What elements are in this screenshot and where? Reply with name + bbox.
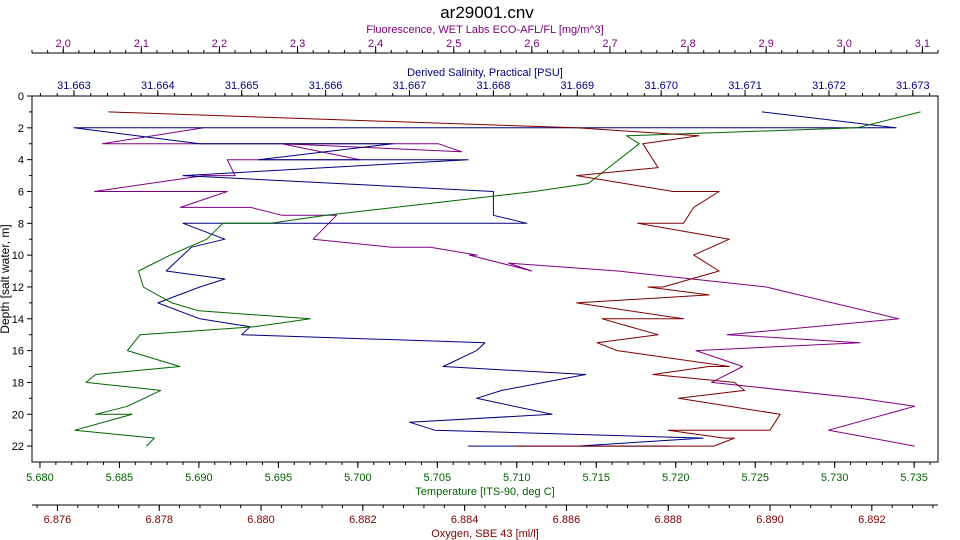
x-tick-label: 31.669 xyxy=(560,80,594,92)
chart-title: ar29001.cnv xyxy=(440,3,534,22)
x-tick-label: 5.705 xyxy=(424,472,452,484)
y-tick-label: 8 xyxy=(18,218,24,230)
x-tick-label: 6.884 xyxy=(451,514,479,526)
x-tick-label: 31.668 xyxy=(477,80,511,92)
x-tick-label: 6.882 xyxy=(349,514,377,526)
y-tick-label: 22 xyxy=(12,441,24,453)
x-tick-label: 6.892 xyxy=(858,514,886,526)
x-tick-label: 2.5 xyxy=(446,38,461,50)
x-tick-label: 5.720 xyxy=(662,472,690,484)
series-line-salinity xyxy=(73,111,897,447)
x-tick-label: 2.0 xyxy=(56,38,71,50)
x-tick-label: 5.690 xyxy=(185,472,213,484)
y-tick-label: 10 xyxy=(12,250,24,262)
x-tick-label: 5.700 xyxy=(344,472,372,484)
x-axis-label-salinity: Derived Salinity, Practical [PSU] xyxy=(407,67,563,79)
y-tick-label: 16 xyxy=(12,346,24,358)
x-tick-label: 6.878 xyxy=(145,514,173,526)
x-tick-label: 31.664 xyxy=(141,80,175,92)
y-tick-label: 0 xyxy=(18,91,24,103)
x-tick-label: 31.665 xyxy=(225,80,259,92)
x-tick-label: 2.6 xyxy=(524,38,539,50)
x-axis-label-fluorescence: Fluorescence, WET Labs ECO-AFL/FL [mg/m^… xyxy=(366,24,603,36)
x-axis-label-oxygen: Oxygen, SBE 43 [ml/l] xyxy=(431,528,539,540)
x-tick-label: 6.876 xyxy=(44,514,72,526)
x-tick-label: 5.685 xyxy=(106,472,134,484)
x-tick-label: 3.0 xyxy=(837,38,852,50)
x-tick-label: 31.671 xyxy=(728,80,762,92)
x-axis-salinity: 31.663 31.664 31.665 31.666 31.667 31.668 31.6… xyxy=(39,67,931,96)
x-tick-label: 2.4 xyxy=(368,38,383,50)
x-tick-label: 5.695 xyxy=(265,472,293,484)
series-line-fluorescence xyxy=(94,127,916,447)
x-tick-label: 2.2 xyxy=(212,38,227,50)
y-axis-label: Depth [salt water, m] xyxy=(0,224,12,333)
y-tick-label: 18 xyxy=(12,377,24,389)
y-tick-label: 20 xyxy=(12,409,24,421)
x-tick-label: 2.3 xyxy=(290,38,305,50)
x-axis-oxygen: 6.876 6.878 6.880 6.882 6.884 6.886 6.888 6.890… xyxy=(32,504,938,540)
x-tick-label: 5.715 xyxy=(582,472,610,484)
x-tick-label: 2.9 xyxy=(759,38,774,50)
x-tick-label: 31.670 xyxy=(644,80,678,92)
x-tick-label: 6.888 xyxy=(654,514,682,526)
series-line-oxygen xyxy=(108,111,781,447)
x-axis-temperature: 5.680 5.685 5.690 5.695 5.700 5.705 5.710 5.715… xyxy=(26,462,931,498)
series-line-temperature xyxy=(74,111,921,447)
y-tick-label: 12 xyxy=(12,282,24,294)
plot-area xyxy=(31,95,939,463)
x-tick-label: 31.667 xyxy=(393,80,427,92)
x-tick-label: 2.1 xyxy=(134,38,149,50)
y-tick-label: 2 xyxy=(18,123,24,135)
x-tick-label: 31.663 xyxy=(57,80,91,92)
x-tick-label: 31.672 xyxy=(812,80,846,92)
x-axis-fluorescence: 2.0 2.1 2.2 2.3 2.4 2.5 2.6 2.7 2.8 2.9 3.0 3.1 Fluo… xyxy=(31,24,939,54)
x-tick-label: 2.8 xyxy=(680,38,695,50)
y-tick-label: 14 xyxy=(12,314,24,326)
y-tick-label: 4 xyxy=(18,155,24,167)
x-tick-label: 3.1 xyxy=(915,38,930,50)
x-tick-label: 6.886 xyxy=(553,514,581,526)
x-tick-label: 5.710 xyxy=(503,472,531,484)
x-tick-label: 5.725 xyxy=(741,472,769,484)
x-tick-label: 6.880 xyxy=(247,514,275,526)
y-tick-label: 6 xyxy=(18,186,24,198)
x-tick-label: 6.890 xyxy=(756,514,784,526)
x-tick-label: 5.680 xyxy=(26,472,54,484)
x-tick-label: 31.666 xyxy=(309,80,343,92)
x-tick-label: 5.730 xyxy=(821,472,849,484)
x-tick-label: 31.673 xyxy=(896,80,930,92)
x-axis-label-temperature: Temperature [ITS-90, deg C] xyxy=(415,486,554,498)
x-tick-label: 5.735 xyxy=(900,472,928,484)
x-tick-label: 2.7 xyxy=(602,38,617,50)
